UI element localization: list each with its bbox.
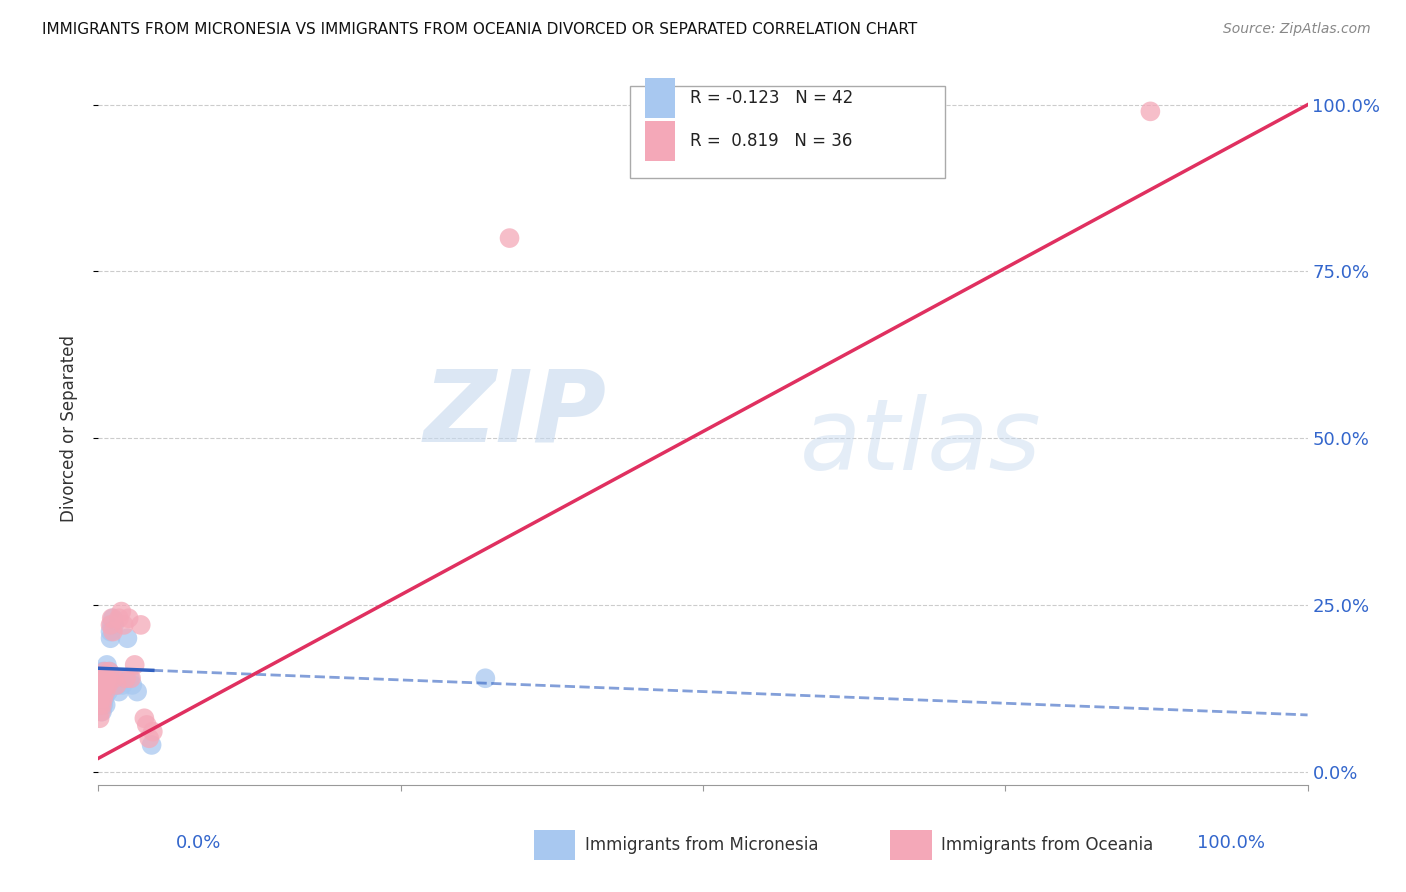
Point — [100, 618, 122, 632]
Bar — [645, 78, 675, 118]
Point — [121, 678, 143, 692]
Point — [97, 684, 120, 698]
Point — [91, 671, 114, 685]
Point — [115, 671, 138, 685]
Point — [104, 678, 127, 692]
Point — [105, 678, 128, 692]
Point — [97, 678, 120, 692]
Text: R = -0.123   N = 42: R = -0.123 N = 42 — [690, 89, 853, 107]
Point — [100, 618, 122, 632]
Text: 100.0%: 100.0% — [1198, 834, 1265, 852]
Point — [89, 698, 111, 712]
Point — [474, 671, 496, 685]
Point — [118, 611, 141, 625]
Point — [135, 718, 157, 732]
Point — [94, 684, 117, 698]
Point — [105, 671, 128, 685]
Point — [98, 665, 121, 679]
Point — [91, 691, 114, 706]
Point — [91, 698, 114, 712]
Text: ZIP: ZIP — [423, 366, 606, 462]
Point — [91, 678, 114, 692]
Point — [91, 705, 114, 719]
Point — [118, 671, 141, 685]
Point — [141, 738, 163, 752]
Point — [91, 698, 114, 712]
Point — [1139, 104, 1161, 119]
Point — [124, 657, 146, 672]
Point — [94, 671, 117, 685]
Point — [110, 605, 132, 619]
Bar — [890, 830, 932, 860]
Point — [114, 671, 136, 685]
Point — [93, 691, 115, 706]
Point — [93, 678, 115, 692]
Point — [98, 678, 121, 692]
Point — [90, 691, 112, 706]
Point — [93, 678, 115, 692]
Text: Immigrants from Oceania: Immigrants from Oceania — [941, 836, 1153, 854]
Point — [138, 731, 160, 746]
Point — [94, 684, 117, 698]
Point — [98, 665, 121, 679]
Point — [89, 691, 111, 706]
Point — [100, 624, 122, 639]
Text: 0.0%: 0.0% — [176, 834, 221, 852]
Point — [107, 678, 129, 692]
Point — [94, 698, 117, 712]
Point — [90, 684, 112, 698]
Point — [96, 678, 118, 692]
Point — [117, 632, 139, 646]
FancyBboxPatch shape — [630, 86, 945, 178]
Point — [91, 665, 114, 679]
Point — [127, 684, 149, 698]
Point — [91, 691, 114, 706]
Point — [93, 665, 115, 679]
Point — [111, 678, 134, 692]
Point — [498, 231, 520, 245]
Point — [103, 618, 125, 632]
Point — [134, 711, 156, 725]
Point — [142, 724, 165, 739]
Text: Source: ZipAtlas.com: Source: ZipAtlas.com — [1223, 22, 1371, 37]
Text: atlas: atlas — [800, 394, 1042, 491]
Text: R =  0.819   N = 36: R = 0.819 N = 36 — [690, 132, 852, 150]
Text: IMMIGRANTS FROM MICRONESIA VS IMMIGRANTS FROM OCEANIA DIVORCED OR SEPARATED CORR: IMMIGRANTS FROM MICRONESIA VS IMMIGRANTS… — [42, 22, 918, 37]
Point — [112, 618, 135, 632]
Bar — [645, 121, 675, 161]
Point — [101, 611, 124, 625]
Point — [89, 711, 111, 725]
Point — [120, 671, 142, 685]
Point — [93, 665, 115, 679]
Point — [94, 671, 117, 685]
Point — [103, 671, 125, 685]
Point — [89, 678, 111, 692]
Text: Immigrants from Micronesia: Immigrants from Micronesia — [585, 836, 818, 854]
Point — [96, 657, 118, 672]
Point — [96, 671, 118, 685]
Point — [90, 705, 112, 719]
Point — [100, 632, 122, 646]
Bar — [534, 830, 575, 860]
Point — [91, 684, 114, 698]
Point — [90, 671, 112, 685]
Point — [100, 611, 122, 625]
Y-axis label: Divorced or Separated: Divorced or Separated — [59, 334, 77, 522]
Point — [101, 624, 124, 639]
Point — [129, 618, 152, 632]
Point — [108, 684, 131, 698]
Point — [90, 678, 112, 692]
Point — [97, 671, 120, 685]
Point — [91, 671, 114, 685]
Point — [108, 671, 131, 685]
Point — [108, 611, 131, 625]
Point — [91, 678, 114, 692]
Point — [91, 684, 114, 698]
Point — [90, 698, 112, 712]
